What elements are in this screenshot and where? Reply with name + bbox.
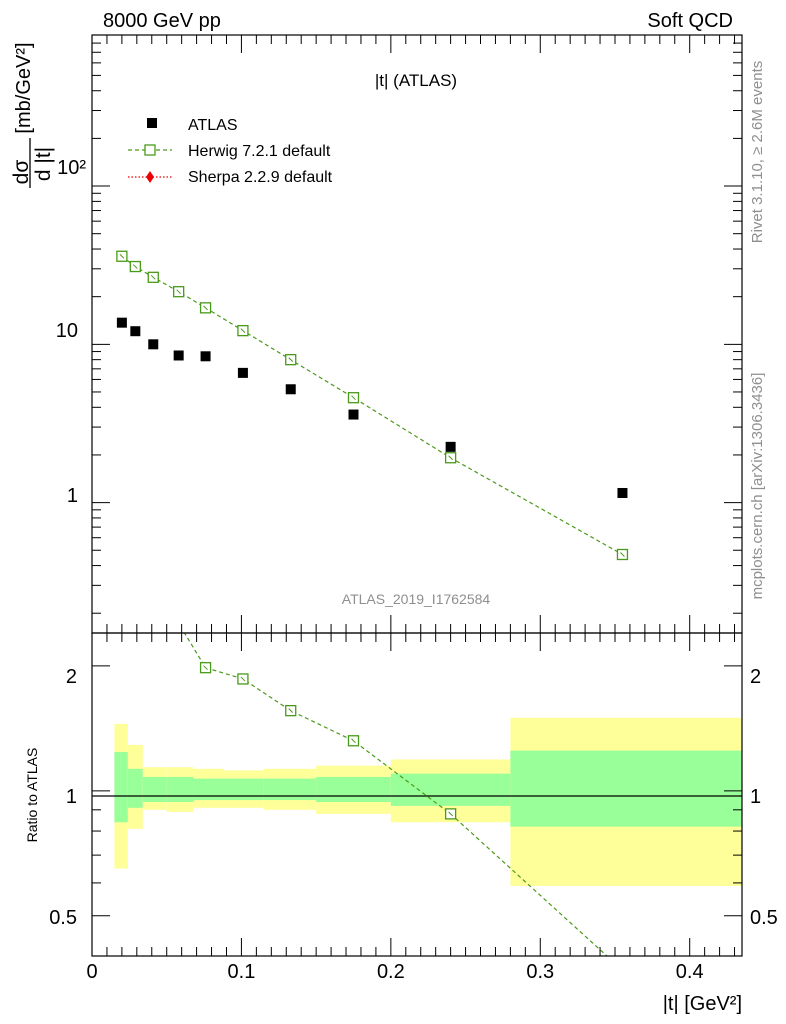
y-tick-label-10: 10: [56, 320, 78, 342]
ratio-panel-frame: [91, 632, 743, 957]
ratio-band-stat: [127, 768, 143, 808]
ratio-y-tick-label-1-right: 1: [750, 786, 761, 808]
atlas-point: [173, 350, 184, 361]
ratio-y-tick-label-2-left: 2: [66, 666, 77, 688]
x-axis-label: |t| [GeV²]: [663, 993, 742, 1015]
ratio-y-tick-label-0.5-right: 0.5: [750, 907, 778, 929]
header-left: 8000 GeV pp: [103, 10, 221, 32]
atlas-point: [445, 441, 456, 452]
legend-marker-herwig: [144, 144, 156, 156]
analysis-watermark: ATLAS_2019_I1762584: [342, 591, 491, 607]
atlas-point: [130, 326, 141, 337]
main-axis-ticks: [91, 34, 742, 633]
herwig-ratio-point-error: [351, 738, 356, 744]
herwig-point-error: [132, 264, 138, 269]
ratio-band-stat: [166, 776, 194, 802]
ratio-band-stat: [316, 776, 391, 802]
atlas-point: [148, 339, 159, 350]
ratio-panel: 2 1 0.5 2 1 0.5 Ratio to ATLAS 0 0.1 0.2 0.…: [24, 632, 778, 1015]
herwig-point-error: [620, 552, 625, 557]
herwig-ratio-point-error: [448, 811, 453, 817]
mcplots-reference-text: mcplots.cern.ch [arXiv:1306.3436]: [749, 373, 766, 600]
y-tick-label-100: 10²: [57, 157, 86, 179]
herwig-ratio-line: [183, 633, 608, 956]
herwig-ratio-point-error: [240, 676, 246, 682]
herwig-point-error: [288, 357, 294, 363]
herwig-point-error: [150, 274, 156, 280]
ratio-y-tick-label-1-left: 1: [66, 786, 77, 808]
herwig-ratio-point-error: [203, 665, 208, 671]
plot-title: |t| (ATLAS): [375, 71, 457, 90]
ratio-band-stat: [193, 778, 224, 801]
x-tick-label: 0.2: [377, 961, 405, 983]
main-panel: |t| (ATLAS) ATLAS_2019_I1762584 1 10 10²…: [10, 34, 743, 634]
ratio-y-tick-label-2-right: 2: [750, 666, 761, 688]
herwig-point-error: [119, 253, 125, 259]
ratio-y-tick-label-0.5-left: 0.5: [49, 907, 77, 929]
y-axis-label-unit: [mb/GeV²]: [13, 42, 35, 133]
herwig-point-error: [240, 328, 246, 333]
atlas-point: [285, 384, 296, 395]
atlas-point: [116, 317, 127, 328]
legend: ATLAS Herwig 7.2.1 default Sherpa 2.2.9 …: [128, 117, 333, 186]
ratio-series: [183, 633, 608, 956]
x-tick-label: 0.3: [526, 961, 554, 983]
x-tick-label: 0.1: [228, 961, 256, 983]
herwig-point-error: [351, 395, 356, 401]
header-right: Soft QCD: [647, 10, 733, 32]
ratio-uncertainty-bands: [114, 717, 742, 886]
ratio-band-stat: [390, 773, 511, 806]
ratio-axis-ticks: [91, 633, 742, 957]
ratio-band-stat: [263, 778, 317, 801]
legend-marker-atlas: [147, 118, 157, 128]
x-tick-label: 0.4: [676, 961, 704, 983]
y-axis-label-denominator: d |t|: [32, 147, 55, 181]
y-axis-label: dσ d |t| [mb/GeV²]: [10, 42, 55, 188]
y-tick-label-1: 1: [67, 485, 78, 507]
ratio-band-stat: [114, 752, 128, 823]
atlas-point: [617, 487, 628, 498]
herwig-point-error: [203, 305, 208, 311]
herwig-line: [121, 255, 623, 556]
main-series: [116, 250, 629, 561]
ratio-band-stat: [510, 750, 742, 827]
herwig-ratio-point-error: [288, 708, 294, 714]
atlas-point: [348, 409, 359, 420]
atlas-point: [200, 351, 211, 362]
x-tick-label: 0: [86, 961, 97, 983]
legend-marker-sherpa: [146, 171, 154, 183]
atlas-point: [237, 367, 248, 378]
legend-label-sherpa: Sherpa 2.2.9 default: [188, 169, 333, 186]
legend-label-atlas: ATLAS: [188, 117, 238, 134]
ratio-y-axis-label: Ratio to ATLAS: [24, 748, 40, 843]
herwig-point-error: [448, 455, 453, 461]
herwig-point-error: [176, 289, 182, 295]
x-tick-labels: 0 0.1 0.2 0.3 0.4: [86, 961, 703, 983]
rivet-version-text: Rivet 3.1.10, ≥ 2.6M events: [749, 61, 766, 244]
legend-label-herwig: Herwig 7.2.1 default: [188, 143, 331, 160]
y-axis-label-numerator: dσ: [10, 160, 33, 185]
ratio-band-stat: [223, 778, 264, 801]
ratio-band-stat: [142, 776, 167, 802]
